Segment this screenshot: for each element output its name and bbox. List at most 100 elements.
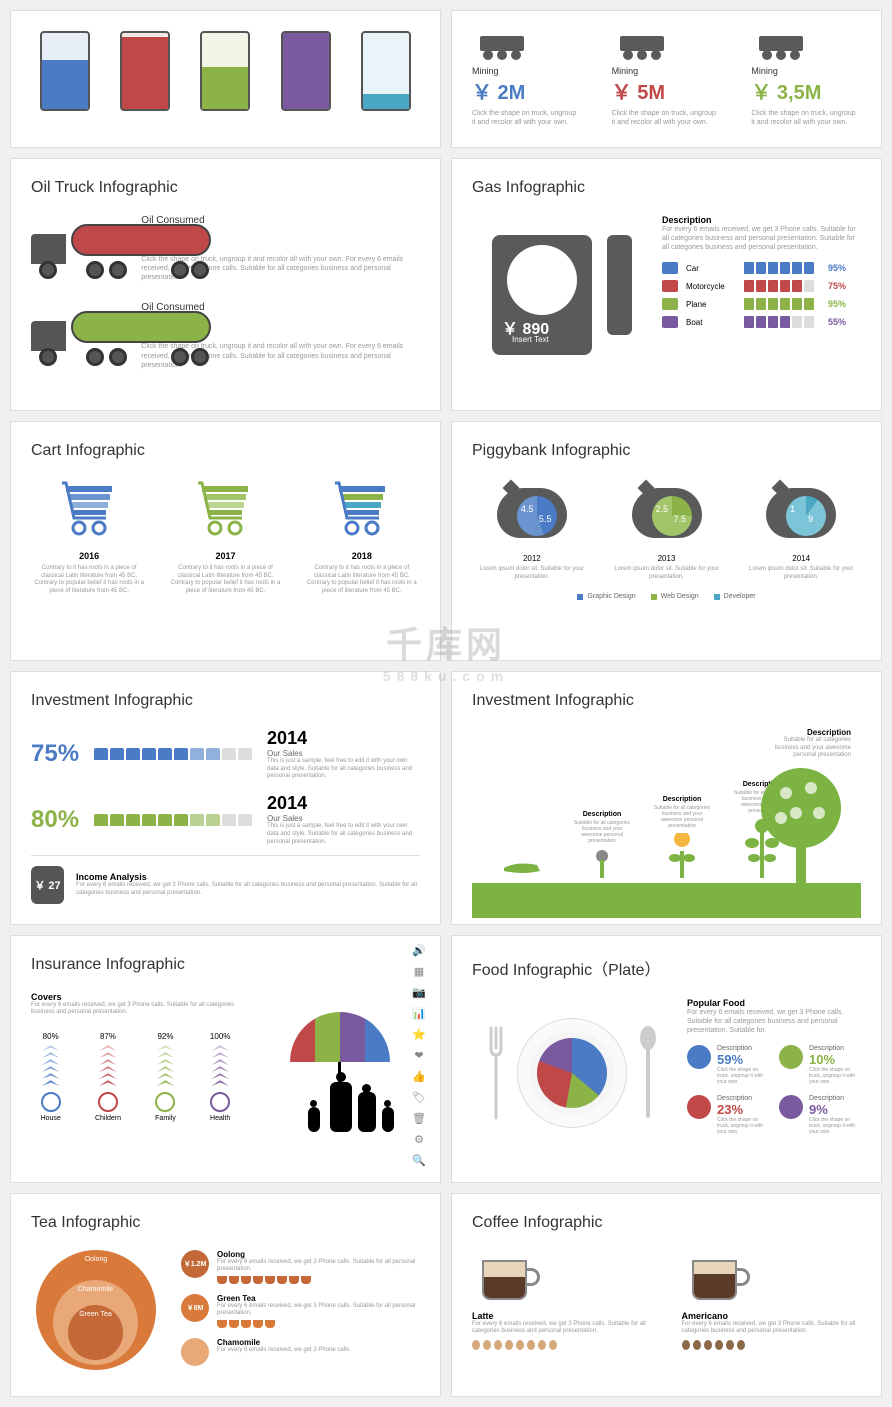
- barrel-icon: [120, 31, 170, 111]
- mining-card: Mining ￥ 2M Click the shape on truck, un…: [451, 10, 882, 148]
- gas-row: Plane 95%: [662, 298, 861, 310]
- piggy-card: Piggybank Infographic 4.5 5.5 2012 Lorem…: [451, 421, 882, 661]
- vehicle-icon: [662, 262, 678, 274]
- tea-badge-icon: ￥8M: [181, 1294, 209, 1322]
- gas-row: Car 95%: [662, 262, 861, 274]
- tea-badge-icon: ￥1.2M: [181, 1250, 209, 1278]
- tea-row: ￥1.2M OolongFor every 6 emails received,…: [181, 1250, 420, 1284]
- piggybank-icon: 2.5 7.5: [622, 478, 712, 548]
- vehicle-icon: [662, 280, 678, 292]
- food-category-icon: [779, 1095, 803, 1119]
- truck-icon: [31, 306, 126, 366]
- gas-row: Motorcycle 75%: [662, 280, 861, 292]
- icon-column: 🔊▦📷📊⭐❤👍🏷🗑⚙🔍: [406, 944, 432, 1174]
- food-stat: Description10%Click the shape on truck, …: [779, 1045, 861, 1085]
- cart-item: 2017 Contrary to it has roots in a piece…: [167, 478, 283, 596]
- card-title: Coffee Infographic: [472, 1214, 861, 1232]
- cart-card: Cart Infographic 2016 Contrary to it has…: [10, 421, 441, 661]
- investment-row: 80% 2014Our SalesThis is just a sample, …: [31, 793, 420, 846]
- card-title: Insurance Infographic: [31, 956, 420, 974]
- mining-item: Mining ￥ 2M Click the shape on truck, un…: [472, 31, 582, 127]
- tea-rings-icon: OolongChamomileGreen Tea: [31, 1250, 161, 1360]
- insurance-col: 80% House: [41, 1032, 61, 1122]
- category-icon: [210, 1092, 230, 1112]
- insurance-col: 92% Family: [155, 1032, 176, 1122]
- category-icon: [98, 1092, 118, 1112]
- mining-item: Mining ￥ 3,5M Click the shape on truck, …: [751, 31, 861, 127]
- food-category-icon: [687, 1045, 711, 1069]
- barrel-icon: [281, 31, 331, 111]
- tree-icon: [751, 758, 851, 898]
- card-title: Oil Truck Infographic: [31, 179, 420, 197]
- insurance-col: 87% Childern: [95, 1032, 121, 1122]
- legend-item: Developer: [714, 593, 756, 600]
- category-icon: [41, 1092, 61, 1112]
- truck-row: Oil Consumed 90% Click the shape on truc…: [31, 215, 420, 282]
- food-category-icon: [687, 1095, 711, 1119]
- legend-item: Web Design: [651, 593, 699, 600]
- tea-card: Tea Infographic OolongChamomileGreen Tea…: [10, 1193, 441, 1398]
- tea-row: ChamomileFor every 6 emails received, we…: [181, 1338, 420, 1366]
- plate-icon: [472, 998, 672, 1158]
- food-category-icon: [779, 1045, 803, 1069]
- umbrella-family-icon: [260, 992, 420, 1162]
- briefcase-bars: [94, 814, 252, 826]
- oiltruck-card: Oil Truck Infographic Oil Consumed 90% C…: [10, 158, 441, 411]
- card-title: Tea Infographic: [31, 1214, 420, 1232]
- cart-item: 2016 Contrary to it has roots in a piece…: [31, 478, 147, 596]
- briefcase-bars: [94, 748, 252, 760]
- food-stat: Description9%Click the shape on truck, u…: [779, 1095, 861, 1135]
- cart-item: 2018 Contrary to it has roots in a piece…: [304, 478, 420, 596]
- chevron-stack-icon: [210, 1045, 230, 1086]
- cart-icon: [190, 478, 260, 538]
- piggybank-icon: 1 9: [756, 478, 846, 548]
- vehicle-icon: [662, 298, 678, 310]
- barrel-icon: [200, 31, 250, 111]
- seedling-icon: Description Suitable for all categories …: [572, 811, 632, 883]
- gas-row: Boat 55%: [662, 316, 861, 328]
- food-stat: Description23%Click the shape on truck, …: [687, 1095, 769, 1135]
- minecart-icon: [612, 31, 672, 61]
- pig-item: 4.5 5.5 2012 Lorem ipsum dolor sit. Suit…: [472, 478, 592, 582]
- investment-row: 75% 2014Our SalesThis is just a sample, …: [31, 728, 420, 781]
- cart-icon: [54, 478, 124, 538]
- hand-icon: [502, 853, 542, 883]
- barrel-icon: [361, 31, 411, 111]
- vehicle-icon: [662, 316, 678, 328]
- minecart-icon: [751, 31, 811, 61]
- pig-item: 1 9 2014 Lorem ipsum dolor sit. Suitable…: [741, 478, 861, 582]
- card-title: Investment Infographic: [31, 692, 420, 710]
- briefcase-icon: ￥ 27: [31, 866, 64, 904]
- coffee-card: Coffee Infographic Latte For every 6 ema…: [451, 1193, 882, 1398]
- investment2-card: Investment Infographic Description Suita…: [451, 671, 882, 925]
- coffee-cup-icon: [682, 1250, 752, 1305]
- chevron-stack-icon: [155, 1045, 176, 1086]
- food-stat: Description59%Click the shape on truck, …: [687, 1045, 769, 1085]
- barrel-card: [10, 10, 441, 148]
- gas-pump-icon: ￥ 890 Insert Text: [472, 215, 642, 365]
- cart-icon: [327, 478, 397, 538]
- mining-item: Mining ￥ 5M Click the shape on truck, un…: [612, 31, 722, 127]
- tea-badge-icon: [181, 1338, 209, 1366]
- card-title: Investment Infographic: [472, 692, 861, 710]
- card-title: Gas Infographic: [472, 179, 861, 197]
- coffee-cup-icon: [472, 1250, 542, 1305]
- card-title: Piggybank Infographic: [472, 442, 861, 460]
- gas-card: Gas Infographic ￥ 890 Insert Text Descri…: [451, 158, 882, 411]
- category-icon: [155, 1092, 175, 1112]
- piggybank-icon: 4.5 5.5: [487, 478, 577, 548]
- chevron-stack-icon: [95, 1045, 121, 1086]
- chevron-stack-icon: [41, 1045, 61, 1086]
- sprout-icon: Description Suitable for all categories …: [652, 796, 712, 883]
- tea-row: ￥8M Green TeaFor every 6 emails received…: [181, 1294, 420, 1328]
- truck-icon: [31, 219, 126, 279]
- insurance-card: Insurance Infographic Covers For every 6…: [10, 935, 441, 1183]
- insurance-col: 100% Health: [210, 1032, 230, 1122]
- barrel-icon: [40, 31, 90, 111]
- template-grid: Mining ￥ 2M Click the shape on truck, un…: [0, 0, 892, 1407]
- minecart-icon: [472, 31, 532, 61]
- investment1-card: Investment Infographic 75% 2014Our Sales…: [10, 671, 441, 925]
- legend-item: Graphic Design: [577, 593, 635, 600]
- food-card: Food Infographic（Plate） Popular Food For…: [451, 935, 882, 1183]
- truck-row: Oil Consumed 80% Click the shape on truc…: [31, 302, 420, 369]
